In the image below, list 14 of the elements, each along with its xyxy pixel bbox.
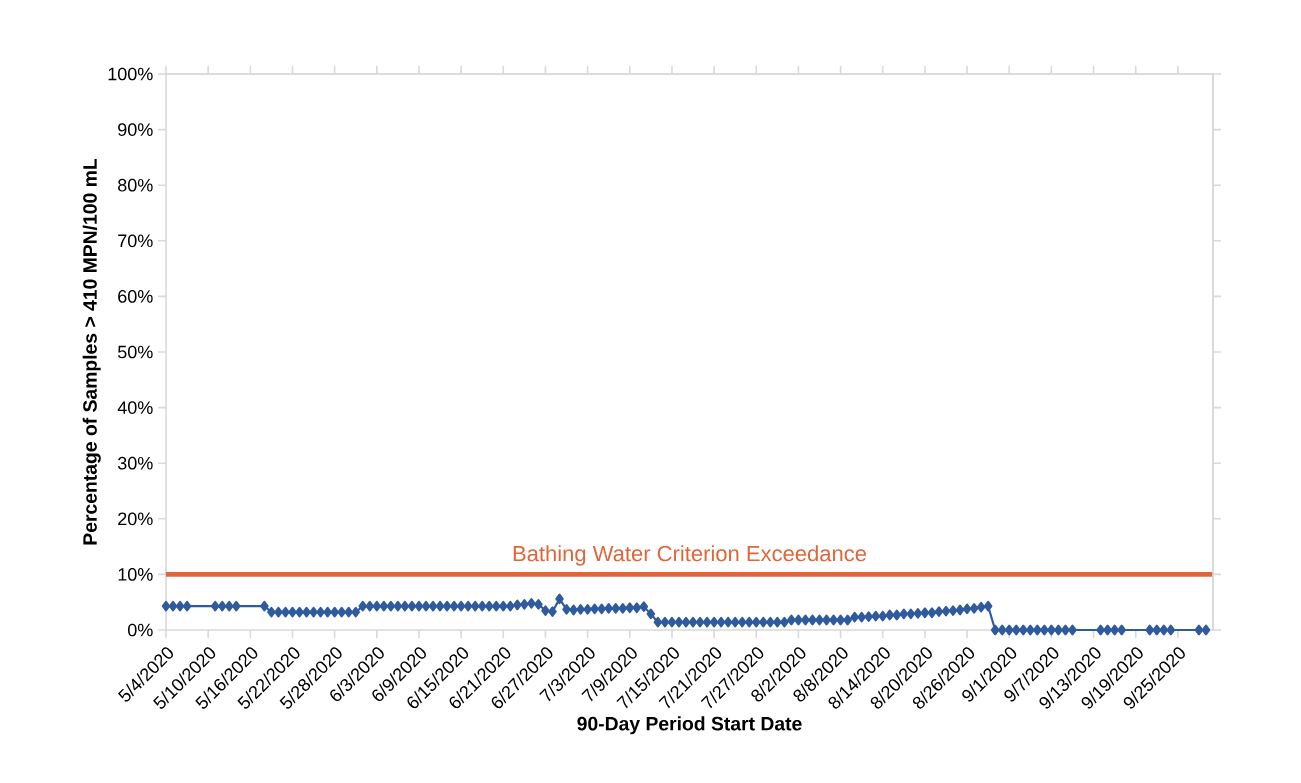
x-axis-title: 90-Day Period Start Date — [577, 716, 802, 735]
y-tick-label: 90% — [118, 123, 153, 136]
y-tick-label: 10% — [118, 568, 153, 581]
y-axis-title: Percentage of Samples > 410 MPN/100 mL — [82, 158, 101, 545]
y-tick-label: 40% — [117, 401, 153, 414]
y-tick-label: 60% — [118, 290, 153, 303]
y-tick-label: 20% — [118, 512, 153, 526]
ref-line-label: Bathing Water Criterion Exceedance — [513, 545, 866, 566]
y-tick-label: 50% — [117, 345, 153, 359]
y-tick-label: 70% — [118, 234, 153, 248]
y-tick-label: 0% — [127, 623, 153, 637]
y-tick-label: 30% — [117, 456, 153, 470]
y-tick-label: 80% — [118, 178, 153, 192]
y-tick-label: 100% — [108, 67, 153, 81]
